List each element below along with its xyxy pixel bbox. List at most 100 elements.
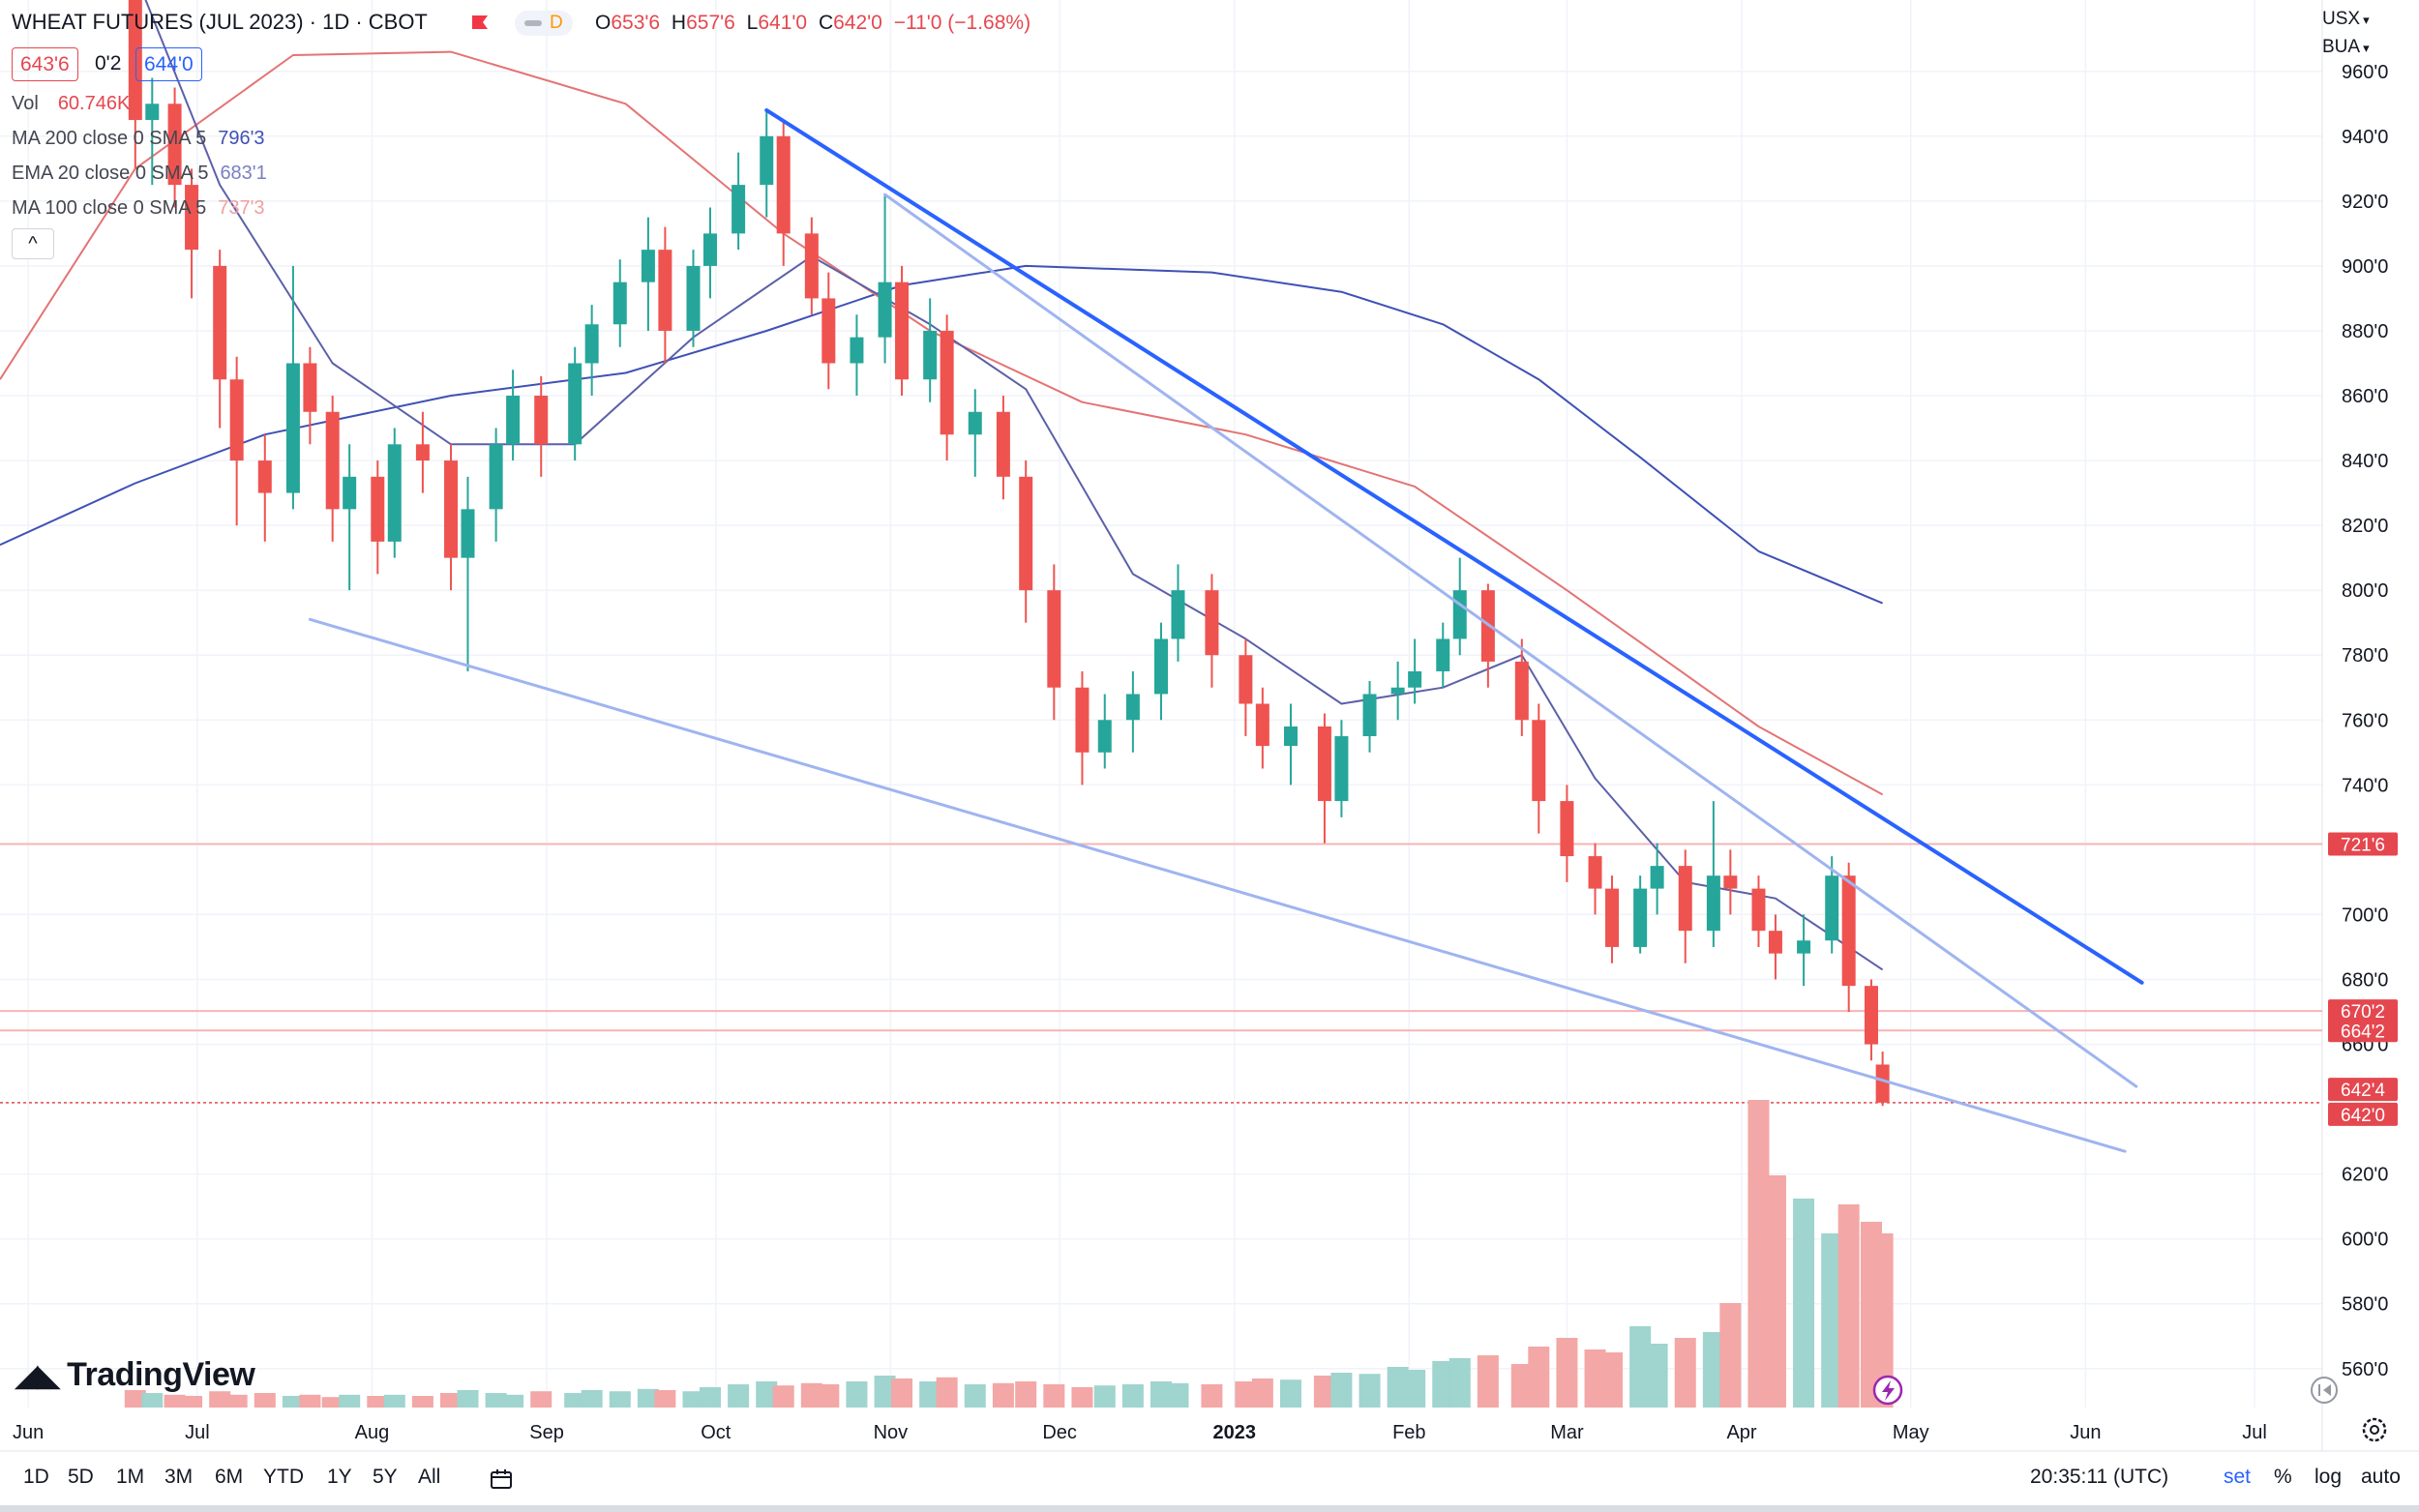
timeframe-3m[interactable]: 3M [164, 1466, 194, 1488]
volume-bar [756, 1381, 778, 1408]
channel-trendline [883, 193, 2138, 1088]
candle-body [1605, 888, 1620, 947]
y-tick-label: 900'0 [2342, 256, 2388, 278]
volume-bar [1235, 1381, 1257, 1408]
candle-body [568, 363, 582, 445]
chevron-up-icon: ^ [28, 233, 38, 254]
candle-body [1334, 736, 1349, 802]
timeframe-1d[interactable]: 1D [23, 1466, 49, 1488]
candle-body [229, 379, 244, 461]
candle-body [1171, 590, 1185, 639]
candle-body [1633, 888, 1648, 947]
tradingview-logo[interactable]: ◢◣ TradingView [15, 1356, 255, 1394]
candle-body [213, 265, 227, 380]
price-tag-box [2328, 1019, 2398, 1043]
time-axis[interactable]: Jun Jul Aug Sep Oct Nov Dec 2023 Feb Mar Apr May Jun… [13, 1422, 2267, 1443]
x-tick-label: Nov [874, 1422, 909, 1443]
x-tick-label: Feb [1392, 1422, 1425, 1443]
volume-bar [1837, 1204, 1860, 1408]
volume-bar [1510, 1364, 1533, 1408]
timeframe-all[interactable]: All [418, 1466, 441, 1488]
volume-bar [164, 1394, 186, 1408]
volume-bar [485, 1393, 507, 1408]
timeframe-ytd[interactable]: YTD [263, 1466, 304, 1488]
candle-body [444, 460, 459, 558]
candle-body [1255, 703, 1269, 747]
candle-body [1125, 694, 1140, 721]
change-value: −11'0 (−1.68%) [893, 12, 1031, 34]
x-tick-label: 2023 [1212, 1422, 1256, 1443]
ma200-value: 796'3 [218, 128, 265, 149]
timeframe-1y[interactable]: 1Y [327, 1466, 352, 1488]
timeframe-6m[interactable]: 6M [215, 1466, 244, 1488]
timeframe-5d[interactable]: 5D [68, 1466, 94, 1488]
volume-bar [411, 1396, 433, 1408]
volume-bar [1719, 1303, 1742, 1408]
volume-bar [1043, 1384, 1065, 1408]
legend-ema20[interactable]: EMA 20 close 0 SMA 5 683'1 [12, 163, 267, 185]
volume-bar [1071, 1387, 1093, 1408]
candle-body [1097, 720, 1112, 753]
symbol-text: WHEAT FUTURES (JUL 2023) · 1D · CBOT [12, 10, 428, 34]
currency-selector[interactable]: USX ▾ [2322, 9, 2370, 30]
candlesticks [128, 0, 1890, 1107]
y-tick-label: 860'0 [2342, 386, 2388, 407]
trendlines[interactable] [308, 107, 2144, 1153]
flag-icon[interactable] [470, 14, 490, 31]
y-tick-label: 920'0 [2342, 192, 2388, 213]
candle-body [732, 185, 746, 234]
ema20-label: EMA 20 close 0 SMA 5 [12, 163, 209, 184]
volume-bar [992, 1382, 1014, 1408]
close-label: C [818, 12, 834, 34]
close-value: 642'0 [833, 12, 882, 34]
auto-toggle[interactable]: auto [2361, 1466, 2401, 1488]
ema20-line [144, 0, 1884, 971]
sell-price-button[interactable]: 643'6 [12, 47, 78, 81]
ma100-label: MA 100 close 0 SMA 5 [12, 197, 207, 219]
candle-body [285, 363, 300, 493]
legend-volume[interactable]: Vol 60.746K [12, 93, 130, 115]
price-axis[interactable]: 960'0 940'0 920'0 900'0 880'0 860'0 840'0 820'0… [2342, 62, 2388, 1380]
ema20-value: 683'1 [220, 163, 267, 184]
volume-bar [846, 1381, 868, 1408]
session-toggle[interactable]: set [2224, 1466, 2252, 1488]
candle-body [415, 444, 430, 461]
percent-toggle[interactable]: % [2274, 1466, 2292, 1488]
legend-ma200[interactable]: MA 200 close 0 SMA 5 796'3 [12, 128, 265, 150]
settings-gear-icon[interactable] [2362, 1417, 2387, 1442]
lightning-icon[interactable] [1872, 1375, 1903, 1406]
unit-selector[interactable]: BUA ▾ [2322, 37, 2370, 58]
utc-clock[interactable]: 20:35:11 (UTC) [2030, 1466, 2169, 1488]
timeframe-5y[interactable]: 5Y [373, 1466, 398, 1488]
x-tick-label: Jul [185, 1422, 210, 1443]
volume-bar [772, 1385, 794, 1408]
candle-body [371, 476, 385, 542]
data-status-badge[interactable]: D [515, 11, 573, 36]
date-range-icon[interactable] [490, 1468, 515, 1491]
log-toggle[interactable]: log [2314, 1466, 2343, 1488]
y-tick-label: 940'0 [2342, 127, 2388, 148]
x-tick-label: Aug [355, 1422, 390, 1443]
candle-body [686, 265, 701, 331]
currency-label: USX [2322, 9, 2361, 29]
candle-body [1560, 801, 1574, 857]
volume-bar [1359, 1374, 1381, 1408]
candle-body [923, 330, 938, 380]
collapse-legend-button[interactable]: ^ [12, 228, 54, 259]
candle-body [1362, 694, 1377, 737]
low-label: L [746, 12, 759, 34]
x-tick-label: May [1893, 1422, 1929, 1443]
volume-bar [1871, 1233, 1894, 1408]
candle-body [1283, 726, 1298, 747]
price-tag-label: 664'2 [2341, 1022, 2385, 1042]
scroll-to-realtime-icon[interactable] [2311, 1377, 2338, 1404]
volume-bar [141, 1393, 164, 1408]
symbol-title[interactable]: WHEAT FUTURES (JUL 2023) · 1D · CBOT [12, 10, 428, 35]
volume-bar [530, 1391, 552, 1408]
price-tag-box [2328, 1078, 2398, 1102]
candle-body [850, 337, 864, 364]
legend-ma100[interactable]: MA 100 close 0 SMA 5 737'3 [12, 197, 265, 220]
timeframe-1m[interactable]: 1M [116, 1466, 145, 1488]
buy-price-button[interactable]: 644'0 [135, 47, 202, 81]
